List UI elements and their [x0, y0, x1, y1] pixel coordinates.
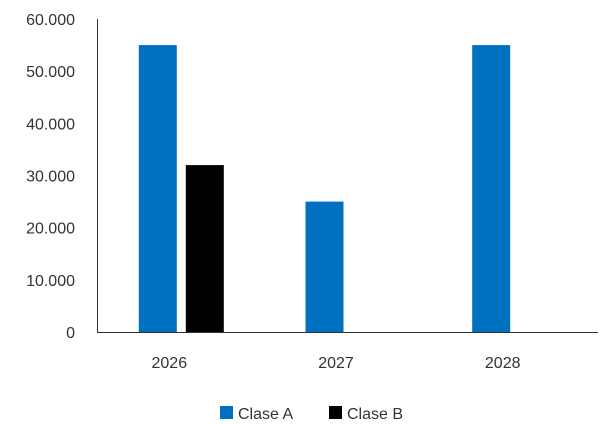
- y-tick-label: 30.000: [26, 169, 75, 186]
- y-tick-label: 10.000: [26, 273, 75, 290]
- x-tick-label: 2028: [485, 355, 521, 372]
- legend: Clase A Clase B: [220, 406, 403, 423]
- legend-item-clase-a: Clase A: [220, 406, 293, 423]
- legend-swatch: [329, 406, 342, 419]
- bar-clase-a-2027: [305, 201, 344, 332]
- y-tick-label: 0: [66, 325, 75, 342]
- x-tick-label: 2026: [152, 355, 188, 372]
- legend-item-clase-b: Clase B: [329, 406, 403, 423]
- y-tick-labels: 0 10.000 20.000 30.000 40.000 50.000 60.000: [26, 12, 75, 342]
- y-tick-label: 50.000: [26, 64, 75, 81]
- legend-label: Clase A: [238, 406, 293, 423]
- legend-label: Clase B: [347, 406, 403, 423]
- y-tick-label: 60.000: [26, 12, 75, 29]
- y-tick-label: 20.000: [26, 221, 75, 238]
- x-tick-label: 2027: [318, 355, 354, 372]
- x-tick-labels: 2026 2027 2028: [152, 355, 521, 372]
- bar-clase-a-2026: [138, 45, 177, 332]
- bars: [138, 45, 511, 332]
- bar-clase-b-2026: [185, 165, 224, 332]
- legend-swatch: [220, 406, 233, 419]
- y-tick-label: 40.000: [26, 116, 75, 133]
- bar-clase-a-2028: [472, 45, 511, 332]
